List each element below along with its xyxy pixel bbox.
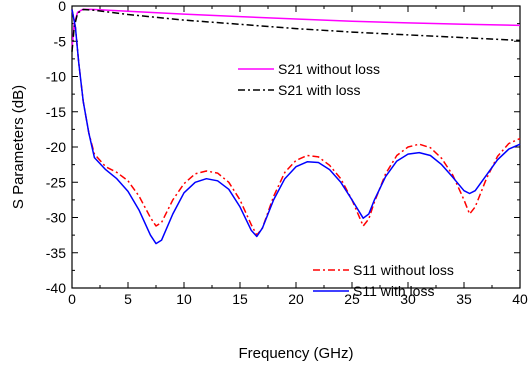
series-line-s11-with-loss xyxy=(71,9,521,245)
x-tick-label: 30 xyxy=(400,291,416,307)
y-tick-label: -30 xyxy=(46,210,66,226)
x-tick-label: 5 xyxy=(124,291,132,307)
legend-label-s21-with-loss: S21 with loss xyxy=(278,82,360,98)
x-tick-label: 25 xyxy=(344,291,360,307)
axis-ticks: 0 5 10 15 20 25 30 35 40 0 -5 -10 -15 -20 -25 -30 -35 -40 xyxy=(46,0,528,307)
x-tick-label: 40 xyxy=(512,291,528,307)
y-tick-label: -20 xyxy=(46,139,66,155)
x-tick-label: 0 xyxy=(68,291,76,307)
plot-area xyxy=(71,5,521,289)
y-tick-label: -25 xyxy=(46,174,66,190)
y-tick-label: -15 xyxy=(46,104,66,120)
legends: S21 without loss S21 with loss S11 without… xyxy=(238,61,454,299)
x-axis-title: Frequency (GHz) xyxy=(238,345,353,362)
legend-label-s11-with-loss: S11 with loss xyxy=(353,283,434,299)
y-tick-label: 0 xyxy=(58,0,66,14)
y-tick-label: -40 xyxy=(46,280,66,296)
y-tick-label: -5 xyxy=(54,33,67,49)
y-tick-label: -35 xyxy=(46,245,66,261)
series-line-s21-with-loss xyxy=(71,8,521,52)
legend-label-s21-without-loss: S21 without loss xyxy=(278,61,380,77)
x-tick-label: 15 xyxy=(232,291,248,307)
x-tick-label: 20 xyxy=(288,291,304,307)
x-tick-label: 10 xyxy=(176,291,192,307)
series-line-s21-without-loss xyxy=(71,8,521,49)
series-lines xyxy=(71,8,521,245)
x-tick-label: 35 xyxy=(456,291,472,307)
legend-label-s11-without-loss: S11 without loss xyxy=(353,262,454,278)
y-tick-label: -10 xyxy=(46,69,66,85)
y-axis-title: S Parameters (dB) xyxy=(10,85,27,209)
